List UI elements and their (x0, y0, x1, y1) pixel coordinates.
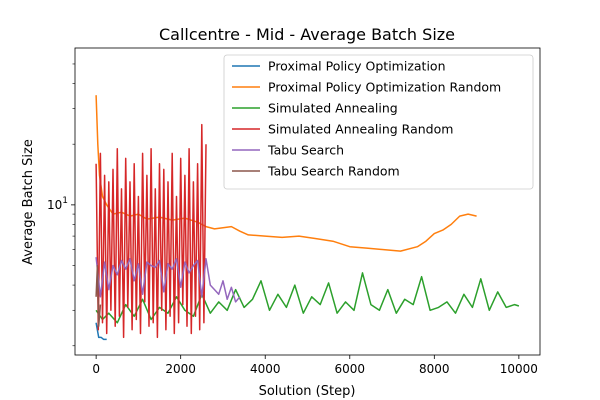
chart-title: Callcentre - Mid - Average Batch Size (159, 25, 455, 44)
x-tick-label: 0 (92, 362, 100, 376)
axes-frame (74, 47, 541, 356)
legend-entry-2[interactable]: Simulated Annealing (268, 101, 398, 116)
series-line-0 (95, 322, 107, 341)
plot-area (95, 95, 520, 341)
legend-box (223, 54, 534, 190)
x-tick-label: 8000 (419, 362, 450, 376)
legend-entry-0[interactable]: Proximal Policy Optimization (268, 59, 446, 74)
series-line-5 (95, 264, 102, 327)
legend-entry-5[interactable]: Tabu Search Random (267, 164, 400, 179)
x-tick-label: 10000 (500, 362, 538, 376)
legend[interactable]: Proximal Policy Optimization Proximal Pol… (223, 54, 534, 190)
x-axis-label: Solution (Step) (259, 384, 356, 399)
series-line-3 (95, 123, 207, 339)
y-axis-label: Average Batch Size (21, 139, 36, 265)
series-line-2 (95, 272, 520, 324)
x-tick-label: 4000 (250, 362, 281, 376)
legend-entry-3[interactable]: Simulated Annealing Random (268, 122, 453, 137)
legend-entry-1[interactable]: Proximal Policy Optimization Random (268, 80, 501, 95)
series-line-4 (95, 257, 241, 303)
legend-entry-4[interactable]: Tabu Search (267, 143, 344, 158)
x-tick-label: 6000 (334, 362, 365, 376)
x-tick-label: 2000 (165, 362, 196, 376)
